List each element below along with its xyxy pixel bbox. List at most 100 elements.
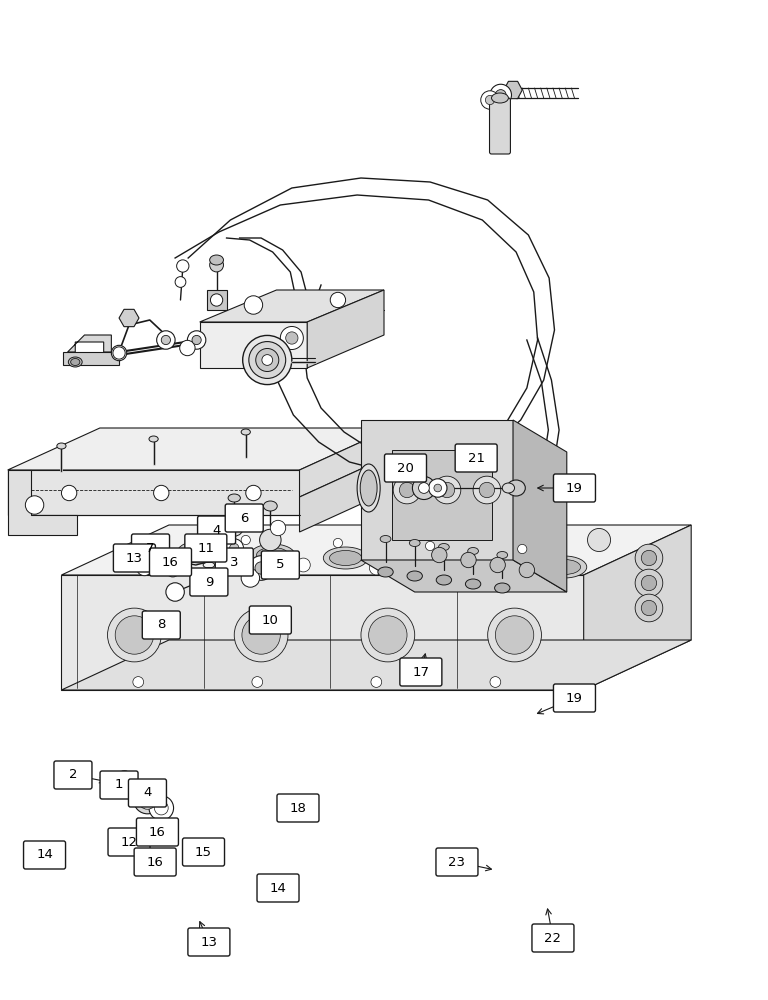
Circle shape <box>429 479 447 497</box>
FancyBboxPatch shape <box>24 841 65 869</box>
Circle shape <box>635 594 663 622</box>
Circle shape <box>25 496 44 514</box>
Circle shape <box>260 529 281 551</box>
Polygon shape <box>584 525 691 690</box>
Circle shape <box>635 544 663 572</box>
Circle shape <box>230 543 239 553</box>
Polygon shape <box>200 322 307 368</box>
Ellipse shape <box>378 567 393 577</box>
Circle shape <box>524 521 551 549</box>
Circle shape <box>262 355 273 365</box>
Text: 13: 13 <box>200 936 217 948</box>
Circle shape <box>588 528 611 552</box>
Ellipse shape <box>492 93 508 103</box>
Circle shape <box>187 331 206 349</box>
Circle shape <box>399 482 415 498</box>
Text: 21: 21 <box>468 452 485 464</box>
Circle shape <box>473 476 501 504</box>
FancyBboxPatch shape <box>131 534 170 562</box>
Ellipse shape <box>57 443 66 449</box>
Circle shape <box>495 90 506 100</box>
Ellipse shape <box>257 548 289 562</box>
Text: 6: 6 <box>240 512 248 524</box>
Circle shape <box>330 292 346 308</box>
FancyBboxPatch shape <box>137 818 178 846</box>
Circle shape <box>479 482 495 498</box>
Text: 23: 23 <box>449 856 465 868</box>
Circle shape <box>241 569 260 587</box>
Circle shape <box>255 562 267 574</box>
Circle shape <box>210 294 223 306</box>
Text: 17: 17 <box>412 666 429 678</box>
Circle shape <box>635 569 663 597</box>
Circle shape <box>519 562 535 578</box>
Circle shape <box>166 583 184 601</box>
Circle shape <box>192 335 201 345</box>
Polygon shape <box>361 420 513 560</box>
Ellipse shape <box>263 501 277 511</box>
Text: 22: 22 <box>545 932 561 944</box>
FancyBboxPatch shape <box>261 551 300 579</box>
Ellipse shape <box>396 550 441 572</box>
Text: 13: 13 <box>126 552 143 564</box>
Ellipse shape <box>360 470 377 506</box>
Text: 19: 19 <box>566 692 583 704</box>
FancyBboxPatch shape <box>225 504 263 532</box>
Polygon shape <box>8 470 77 535</box>
Circle shape <box>108 608 161 662</box>
Circle shape <box>157 331 175 349</box>
Polygon shape <box>61 525 691 575</box>
Circle shape <box>149 796 174 820</box>
Circle shape <box>166 563 180 577</box>
Ellipse shape <box>250 544 295 566</box>
Ellipse shape <box>409 539 420 546</box>
Circle shape <box>442 564 456 578</box>
Text: 8: 8 <box>157 618 165 632</box>
Circle shape <box>241 535 250 545</box>
Polygon shape <box>361 560 567 592</box>
Circle shape <box>518 544 527 554</box>
Polygon shape <box>300 428 392 497</box>
FancyBboxPatch shape <box>100 771 138 799</box>
Circle shape <box>175 277 186 287</box>
Ellipse shape <box>507 480 525 496</box>
FancyBboxPatch shape <box>455 444 497 472</box>
Ellipse shape <box>224 534 233 542</box>
Text: 20: 20 <box>397 462 414 475</box>
Polygon shape <box>61 640 691 690</box>
FancyBboxPatch shape <box>385 454 426 482</box>
Circle shape <box>641 600 657 616</box>
Ellipse shape <box>380 535 391 542</box>
Circle shape <box>488 608 541 662</box>
Text: 2: 2 <box>68 768 78 782</box>
Text: 10: 10 <box>262 613 279 626</box>
Circle shape <box>371 677 382 687</box>
Circle shape <box>270 520 286 536</box>
Circle shape <box>249 556 273 580</box>
Text: 4: 4 <box>213 524 220 536</box>
Ellipse shape <box>402 554 435 568</box>
FancyBboxPatch shape <box>554 474 595 502</box>
Circle shape <box>280 326 303 350</box>
Circle shape <box>111 345 127 361</box>
Circle shape <box>234 608 288 662</box>
Circle shape <box>419 483 429 493</box>
Circle shape <box>133 677 144 687</box>
FancyBboxPatch shape <box>436 848 478 876</box>
Text: 19: 19 <box>566 482 583 494</box>
Circle shape <box>432 547 447 563</box>
Ellipse shape <box>465 579 481 589</box>
FancyBboxPatch shape <box>183 838 224 866</box>
Polygon shape <box>504 81 522 99</box>
Polygon shape <box>300 455 392 532</box>
Text: 15: 15 <box>195 846 212 858</box>
Circle shape <box>113 347 125 359</box>
Circle shape <box>154 485 169 501</box>
FancyBboxPatch shape <box>532 924 574 952</box>
Circle shape <box>495 616 534 654</box>
Ellipse shape <box>197 550 214 562</box>
FancyBboxPatch shape <box>185 534 227 562</box>
Circle shape <box>134 556 146 568</box>
Circle shape <box>61 485 77 501</box>
Circle shape <box>115 771 134 789</box>
